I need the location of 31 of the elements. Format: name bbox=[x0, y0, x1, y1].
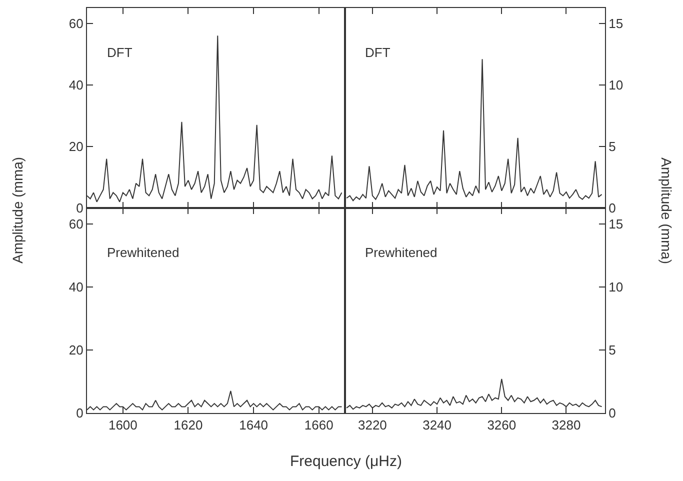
y-tick-label: 20 bbox=[68, 139, 84, 154]
x-tick-label: 1660 bbox=[304, 418, 334, 433]
x-tick-label: 3240 bbox=[422, 418, 452, 433]
x-tick-label: 3280 bbox=[552, 418, 581, 433]
annotation: Prewhitened bbox=[365, 245, 438, 260]
x-tick-label: 3260 bbox=[487, 418, 516, 433]
y2-tick-label: 5 bbox=[608, 342, 616, 358]
y2-tick-label: 0 bbox=[608, 406, 616, 421]
y2-tick-label: 10 bbox=[608, 279, 624, 294]
annotation: DFT bbox=[365, 45, 390, 60]
y2-tick-label: 15 bbox=[608, 216, 624, 232]
y2-tick-label: 5 bbox=[608, 139, 616, 154]
y-tick-label: 60 bbox=[68, 16, 84, 31]
y2-tick-label: 0 bbox=[608, 200, 616, 216]
y2-axis-title: Amplitude (mma) bbox=[658, 158, 674, 264]
y-tick-label: 0 bbox=[76, 406, 84, 421]
y-tick-label: 20 bbox=[68, 342, 84, 358]
x-tick-label: 1640 bbox=[239, 418, 268, 433]
y-tick-label: 0 bbox=[76, 200, 84, 216]
x-axis-title: Frequency (μHz) bbox=[290, 453, 402, 470]
y-tick-label: 40 bbox=[68, 77, 84, 92]
x-tick-label: 1600 bbox=[108, 418, 138, 433]
x-tick-label: 3220 bbox=[358, 418, 387, 433]
y-tick-label: 60 bbox=[68, 216, 84, 232]
annotation: Prewhitened bbox=[107, 245, 180, 260]
x-tick-label: 1620 bbox=[174, 418, 203, 433]
y2-tick-label: 15 bbox=[608, 16, 624, 31]
y-axis-title: Amplitude (mma) bbox=[10, 156, 26, 264]
y-tick-label: 40 bbox=[68, 279, 84, 294]
y2-tick-label: 10 bbox=[608, 77, 624, 92]
annotation: DFT bbox=[107, 45, 132, 60]
